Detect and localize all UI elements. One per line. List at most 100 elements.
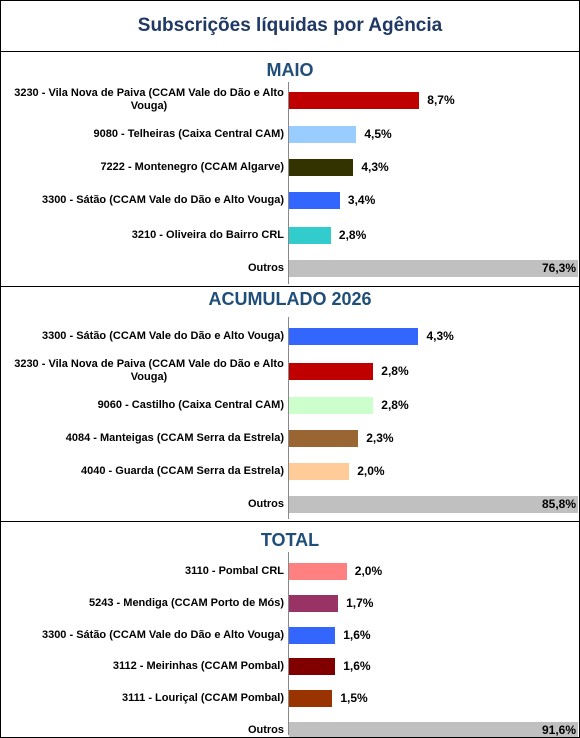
bar-area [289,563,578,580]
value-label: 3,4% [347,193,376,207]
value-label: 2,0% [354,564,383,578]
panel-title: ACUMULADO 2026 [208,289,372,309]
value-label: 2,8% [381,364,409,378]
category-text: 3110 - Pombal CRL [184,564,284,577]
bar [289,397,374,414]
category-text: Outros [247,497,284,510]
value-label: 4,3% [426,329,454,343]
bar-area [289,260,578,277]
panel: MAIO 3230 - Vila Nova de Paiva (CCAM Vale… [1,52,579,287]
bar-area [289,192,578,209]
value-label: 76,3% [541,261,576,275]
bar [289,192,340,209]
category-text: Outros [247,261,284,274]
bar [289,563,347,580]
bar [289,627,336,644]
bar-area [289,159,578,176]
bar-area [289,627,578,644]
chart-title: Subscrições líquidas por Agência [1,1,579,52]
bar [289,658,336,675]
value-label: 2,3% [366,431,394,445]
bar-area [289,363,578,380]
value-label: 4,5% [364,127,392,141]
bar [289,227,331,244]
category-label: 7222 - Montenegro (CCAM Algarve) [9,150,284,184]
value-label: 91,6% [541,723,576,737]
category-label: 5243 - Mendiga (CCAM Porto de Mós) [9,586,284,620]
bar [289,463,350,480]
panel-title: MAIO [266,60,314,80]
category-text: 3230 - Vila Nova de Paiva (CCAM Vale do … [14,358,284,383]
bar [289,126,357,143]
category-text: 3230 - Vila Nova de Paiva (CCAM Vale do … [14,87,284,112]
category-label: 3230 - Vila Nova de Paiva (CCAM Vale do … [9,354,284,388]
value-label: 1,7% [346,596,374,610]
bar [289,430,359,447]
panel-title: TOTAL [260,530,320,550]
category-text: 4040 - Guarda (CCAM Serra da Estrela) [81,464,284,477]
bar [289,92,420,109]
category-text: 7222 - Montenegro (CCAM Algarve) [100,160,284,173]
bar [289,496,578,513]
value-label: 2,8% [338,228,367,242]
category-text: 4084 - Manteigas (CCAM Serra da Estrela) [65,431,284,444]
category-label: 3111 - Louriçal (CCAM Pombal) [9,681,284,715]
bar [289,328,419,345]
bar-area [289,397,578,414]
category-text: 3210 - Oliveira do Bairro CRL [131,228,284,241]
panel: ACUMULADO 2026 3300 - Sátão (CCAM Vale do… [1,287,579,522]
value-label: 4,3% [361,160,389,174]
value-label: 1,6% [343,628,371,642]
category-text: 3300 - Sátão (CCAM Vale do Dão e Alto Vo… [41,193,284,206]
category-label: 3300 - Sátão (CCAM Vale do Dão e Alto Vo… [9,319,284,353]
bar-area [289,430,578,447]
category-text: 3300 - Sátão (CCAM Vale do Dão e Alto Vo… [41,329,284,342]
bar-area [289,658,578,675]
category-label: Outros [9,487,284,521]
category-label: 3210 - Oliveira do Bairro CRL [9,218,284,252]
category-text: 3111 - Louriçal (CCAM Pombal) [122,691,284,704]
category-label: Outros [9,251,284,285]
value-label: 8,7% [427,93,455,107]
category-label: 3112 - Meirinhas (CCAM Pombal) [9,649,284,683]
bar [289,595,339,612]
bar-area [289,92,578,109]
category-label: 9080 - Telheiras (Caixa Central CAM) [9,117,284,151]
category-text: 3300 - Sátão (CCAM Vale do Dão e Alto Vo… [41,628,284,641]
bar [289,159,354,176]
bar-area [289,328,578,345]
category-label: Outros [9,713,284,737]
bar-area [289,595,578,612]
category-label: 9060 - Castilho (Caixa Central CAM) [9,388,284,422]
category-text: Outros [247,723,284,736]
value-label: 85,8% [541,497,576,511]
category-text: 5243 - Mendiga (CCAM Porto de Mós) [89,596,284,609]
bar-area [289,690,578,707]
bar-area [289,496,578,513]
bar-area [289,227,578,244]
category-label: 3300 - Sátão (CCAM Vale do Dão e Alto Vo… [9,183,284,217]
category-label: 4084 - Manteigas (CCAM Serra da Estrela) [9,421,284,455]
category-text: 3112 - Meirinhas (CCAM Pombal) [112,659,284,672]
bar-area [289,126,578,143]
axis-line [288,552,289,735]
bar [289,363,374,380]
value-label: 2,8% [381,398,409,412]
bar [289,722,578,737]
value-label: 1,6% [343,659,371,673]
bar-area [289,463,578,480]
bar [289,260,578,277]
axis-line [288,317,289,519]
bar [289,690,333,707]
value-label: 2,0% [357,464,385,478]
axis-line [288,82,289,284]
category-text: 9060 - Castilho (Caixa Central CAM) [97,398,284,411]
category-label: 3230 - Vila Nova de Paiva (CCAM Vale do … [9,83,284,117]
category-label: 3110 - Pombal CRL [9,554,284,588]
value-label: 1,5% [340,691,368,705]
category-label: 3300 - Sátão (CCAM Vale do Dão e Alto Vo… [9,618,284,652]
category-label: 4040 - Guarda (CCAM Serra da Estrela) [9,454,284,488]
category-text: 9080 - Telheiras (Caixa Central CAM) [93,127,284,140]
panel: TOTAL 3110 - Pombal CRL 2,0% 5243 - Mendiga… [1,522,579,737]
